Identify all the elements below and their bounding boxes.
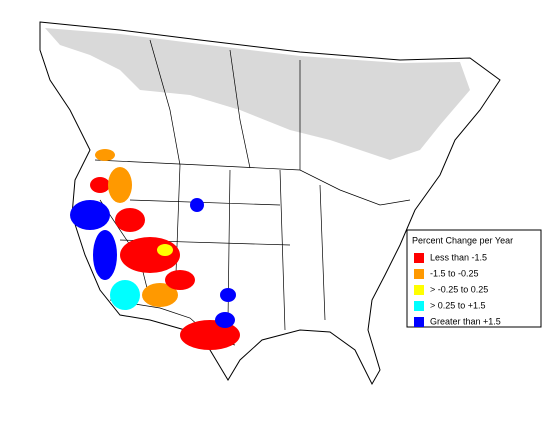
legend-label: > -0.25 to 0.25 <box>430 284 488 294</box>
trend-area <box>165 270 195 290</box>
border <box>99 39 326 331</box>
legend-swatch <box>414 269 424 279</box>
legend-label: -1.5 to -0.25 <box>430 268 479 278</box>
legend-label: Less than -1.5 <box>430 252 487 262</box>
trend-area <box>95 149 115 161</box>
trend-area <box>215 312 235 328</box>
trend-area <box>108 167 132 203</box>
legend-label: > 0.25 to +1.5 <box>430 300 486 310</box>
legend-swatch <box>414 285 424 295</box>
trend-area <box>157 244 173 256</box>
trend-area <box>220 288 236 302</box>
legend-title: Percent Change per Year <box>412 235 513 245</box>
legend-swatch <box>414 317 424 327</box>
base-map <box>39 21 501 386</box>
trend-area <box>115 208 145 232</box>
trend-area <box>142 283 178 307</box>
trend-area <box>120 237 180 273</box>
border <box>94 159 411 206</box>
tundra-region <box>45 28 470 160</box>
trend-areas <box>70 149 240 350</box>
trend-area <box>90 177 110 193</box>
legend-swatch <box>414 301 424 311</box>
legend-box <box>406 229 542 328</box>
legend-label: Greater than +1.5 <box>430 316 501 326</box>
trend-area <box>190 198 204 212</box>
trend-area <box>70 200 110 230</box>
legend: Percent Change per Year Less than -1.5 -1… <box>406 229 542 328</box>
trend-area <box>93 230 117 280</box>
legend-swatch <box>414 253 424 263</box>
trend-area <box>110 280 140 310</box>
